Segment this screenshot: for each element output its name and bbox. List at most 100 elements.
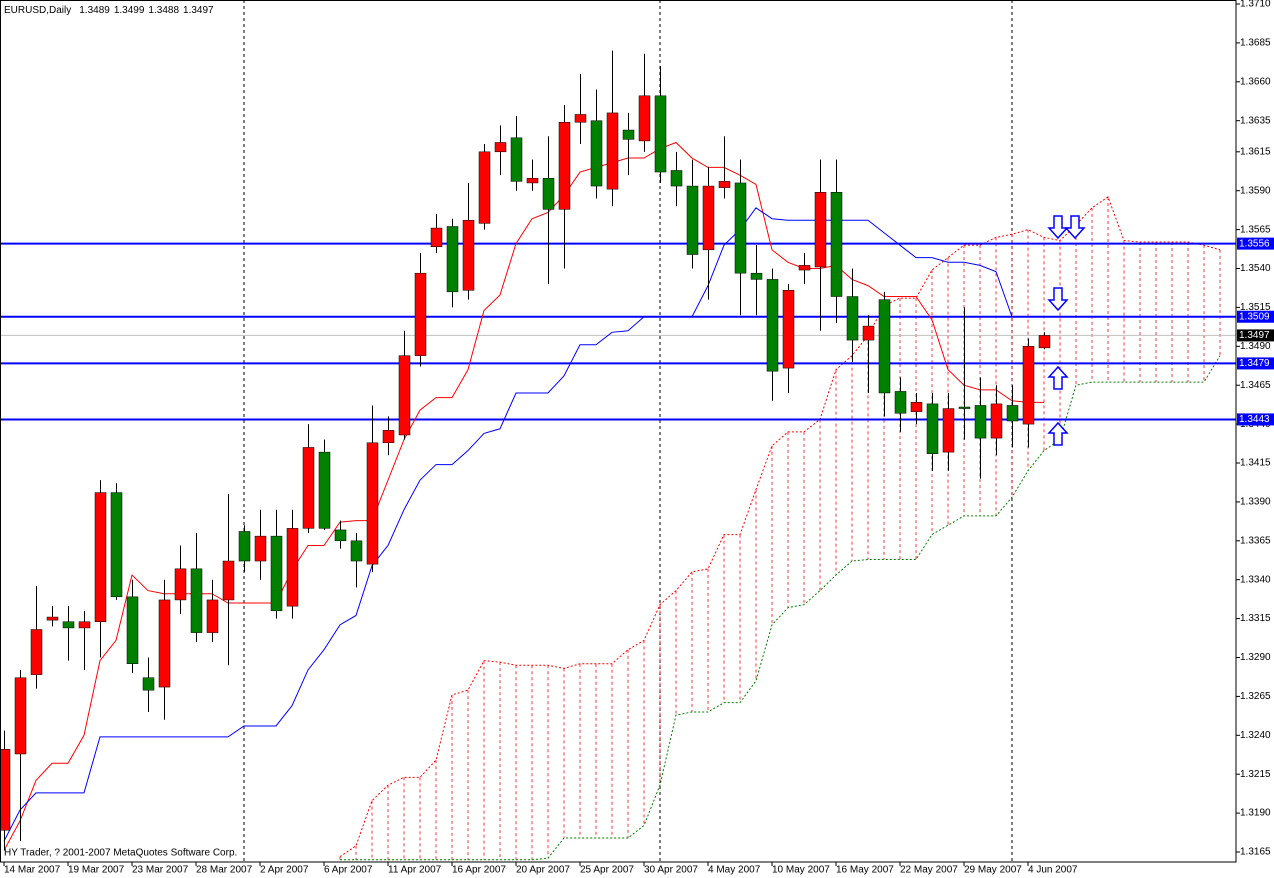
level-label: 1.3509: [1239, 311, 1270, 322]
candle-body: [222, 560, 235, 601]
senkou-span-a: [339, 196, 1221, 858]
y-tick-label: 1.3590: [1240, 185, 1271, 196]
candle-body: [670, 170, 683, 187]
candle-body: [30, 629, 43, 675]
candle-body: [446, 226, 459, 293]
y-tick-label: 1.3240: [1240, 730, 1271, 741]
candle-body: [718, 181, 731, 188]
y-tick-label: 1.3390: [1240, 497, 1271, 508]
candle-body: [190, 568, 203, 633]
candle-body: [366, 442, 379, 565]
candle-body: [126, 596, 139, 664]
up-arrow: [1047, 365, 1069, 390]
plot-area: [0, 0, 1236, 862]
candle-body: [254, 535, 267, 562]
y-tick-label: 1.3685: [1240, 38, 1271, 49]
candle-body: [110, 492, 123, 598]
level-label: 1.3479: [1239, 358, 1270, 369]
y-tick-label: 1.3190: [1240, 808, 1271, 819]
candle-body: [350, 540, 363, 562]
candle-body: [46, 616, 59, 621]
x-tick-label: 2 Apr 2007: [260, 865, 309, 876]
candle-body: [846, 296, 859, 341]
candle-body: [638, 95, 651, 142]
down-arrow: [1047, 215, 1069, 240]
candle-body: [526, 178, 539, 184]
candle-body: [398, 355, 411, 436]
candle-body: [622, 129, 635, 140]
x-tick-label: 23 Mar 2007: [132, 865, 189, 876]
candle-body: [238, 531, 251, 562]
candle-body: [142, 677, 155, 691]
candle-body: [574, 114, 587, 123]
candle-body: [0, 749, 11, 831]
candle-body: [302, 447, 315, 529]
level-label-box: [1237, 413, 1274, 426]
senkou-span-b: [340, 355, 1221, 861]
x-tick-label: 28 Mar 2007: [196, 865, 253, 876]
copyright: HY Trader, ? 2001-2007 MetaQuotes Softwa…: [4, 848, 237, 859]
candle-body: [430, 227, 443, 247]
y-tick-label: 1.3290: [1240, 652, 1271, 663]
y-tick-label: 1.3365: [1240, 535, 1271, 546]
x-tick-label: 11 Apr 2007: [388, 865, 442, 876]
candle-body: [990, 403, 1003, 439]
y-tick-label: 1.3710: [1240, 0, 1271, 10]
chart-header: EURUSD,Daily 1.3489 1.3499 1.3488 1.3497: [4, 5, 214, 16]
y-tick-label: 1.3165: [1240, 847, 1271, 858]
candle-body: [558, 122, 571, 210]
candle-body: [62, 621, 75, 629]
x-tick-label: 10 May 2007: [772, 865, 830, 876]
x-tick-label: 16 May 2007: [836, 865, 894, 876]
x-tick-label: 16 Apr 2007: [452, 865, 506, 876]
candle-body: [318, 451, 331, 529]
candle-body: [974, 405, 987, 439]
candle-body: [958, 406, 971, 409]
down-arrow: [1047, 287, 1069, 312]
candle-body: [94, 492, 107, 622]
y-tick-label: 1.3465: [1240, 380, 1271, 391]
candle-body: [894, 391, 907, 414]
x-tick-label: 30 Apr 2007: [644, 865, 698, 876]
candle-body: [286, 528, 299, 607]
bid-label: 1.3497: [1239, 330, 1270, 341]
candle-body: [14, 677, 27, 755]
y-tick-label: 1.3515: [1240, 302, 1271, 313]
signal-arrows: [1047, 215, 1086, 446]
candle-body: [942, 408, 955, 453]
x-tick-label: 20 Apr 2007: [516, 865, 570, 876]
y-tick-label: 1.3660: [1240, 76, 1271, 87]
candle-body: [910, 402, 923, 412]
plot-border: [0, 0, 1237, 863]
candle-body: [750, 272, 763, 280]
level-label-box: [1237, 237, 1274, 250]
y-tick-label: 1.3635: [1240, 115, 1271, 126]
x-tick-label: 6 Apr 2007: [324, 865, 373, 876]
candle-body: [270, 535, 283, 612]
y-tick-label: 1.3615: [1240, 146, 1271, 157]
symbol-title: EURUSD,Daily: [4, 5, 71, 16]
x-tick-label: 4 Jun 2007: [1028, 865, 1078, 876]
candle-body: [734, 182, 747, 274]
last-high: 1.3499: [114, 5, 145, 16]
candle-body: [382, 430, 395, 444]
candle-body: [782, 290, 795, 369]
x-tick-label: 25 Apr 2007: [580, 865, 634, 876]
candle-body: [158, 599, 171, 688]
candle-body: [494, 142, 507, 153]
candle-body: [814, 192, 827, 268]
y-tick-label: 1.3340: [1240, 574, 1271, 585]
candle-body: [174, 568, 187, 601]
level-label: 1.3443: [1239, 414, 1270, 425]
candle-body: [606, 112, 619, 190]
candle-body: [1006, 405, 1019, 422]
y-tick-label: 1.3540: [1240, 263, 1271, 274]
axes: 1.3710 1.3685 1.3660 1.3635 1.3615 1.3590 1.35…: [3, 0, 1274, 876]
last-open: 1.3489: [79, 5, 110, 16]
last-low: 1.3488: [148, 5, 179, 16]
candle-body: [206, 599, 219, 633]
candle-body: [686, 185, 699, 255]
y-tick-label: 1.3415: [1240, 458, 1271, 469]
